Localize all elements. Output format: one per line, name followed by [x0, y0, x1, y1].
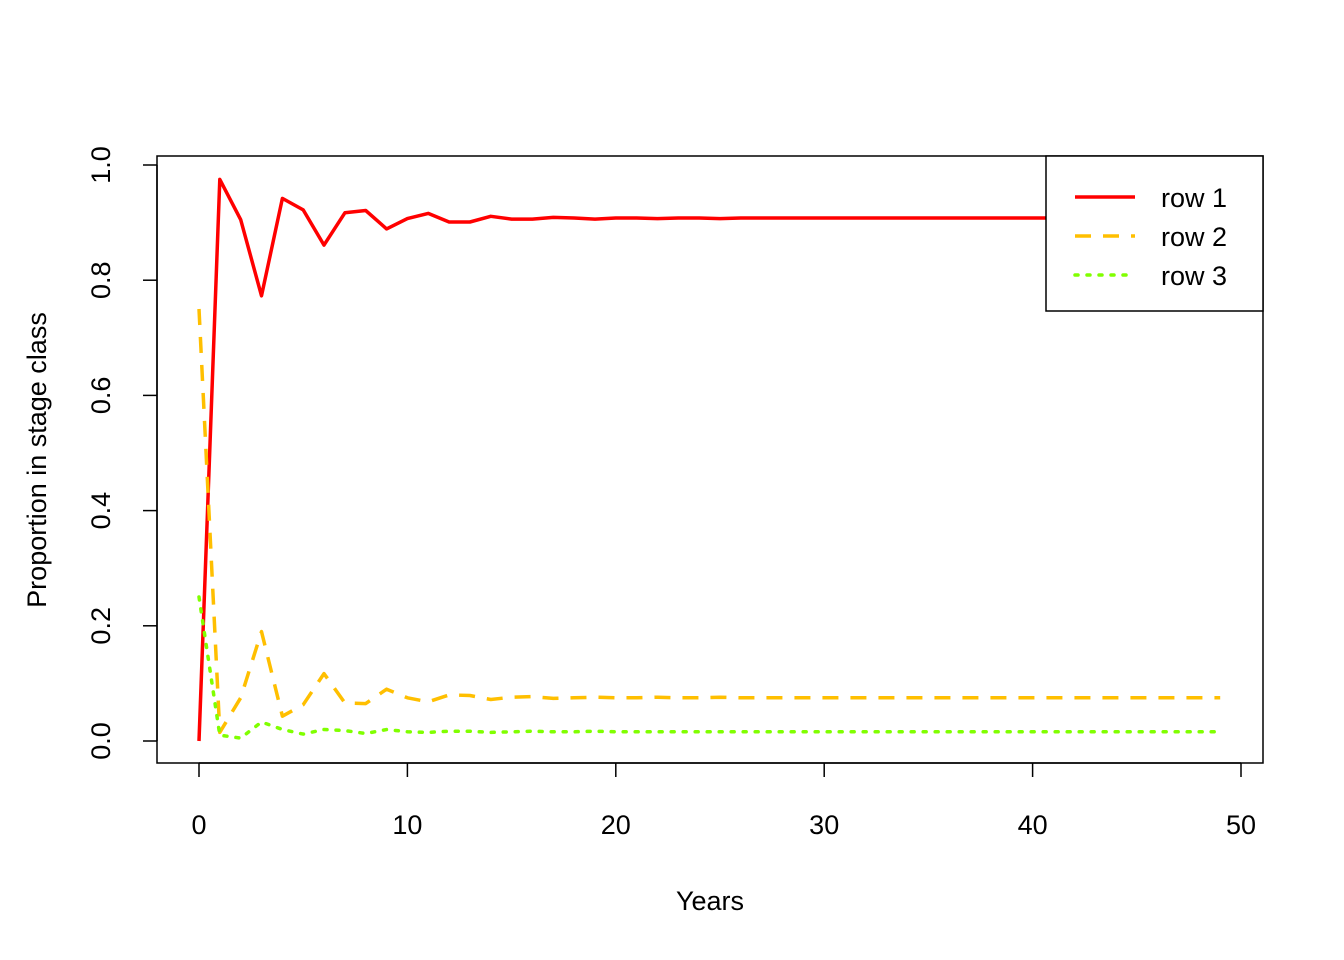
- y-axis-label: Proportion in stage class: [22, 312, 52, 608]
- x-axis-label: Years: [676, 886, 744, 916]
- x-tick-label: 40: [1018, 810, 1048, 840]
- y-tick-label: 0.4: [86, 492, 116, 530]
- legend-label-2: row 2: [1161, 222, 1227, 252]
- y-axis: 0.0 0.2 0.4 0.6 0.8 1.0: [86, 146, 158, 760]
- legend: row 1 row 2 row 3: [1045, 155, 1264, 312]
- x-tick-label: 20: [601, 810, 631, 840]
- legend-label-3: row 3: [1161, 261, 1227, 291]
- y-tick-label: 1.0: [86, 146, 116, 184]
- y-tick-label: 0.2: [86, 607, 116, 645]
- legend-box: [1045, 155, 1264, 312]
- y-tick-label: 0.8: [86, 261, 116, 299]
- x-tick-label: 0: [191, 810, 206, 840]
- x-tick-label: 50: [1226, 810, 1256, 840]
- x-axis: 0 10 20 30 40 50: [191, 762, 1256, 840]
- x-tick-label: 30: [809, 810, 839, 840]
- y-tick-label: 0.0: [86, 722, 116, 760]
- legend-label-1: row 1: [1161, 183, 1227, 213]
- series-line-2: [197, 308, 1221, 735]
- series-line-3: [197, 595, 1222, 740]
- y-tick-label: 0.6: [86, 377, 116, 415]
- x-tick-label: 10: [392, 810, 422, 840]
